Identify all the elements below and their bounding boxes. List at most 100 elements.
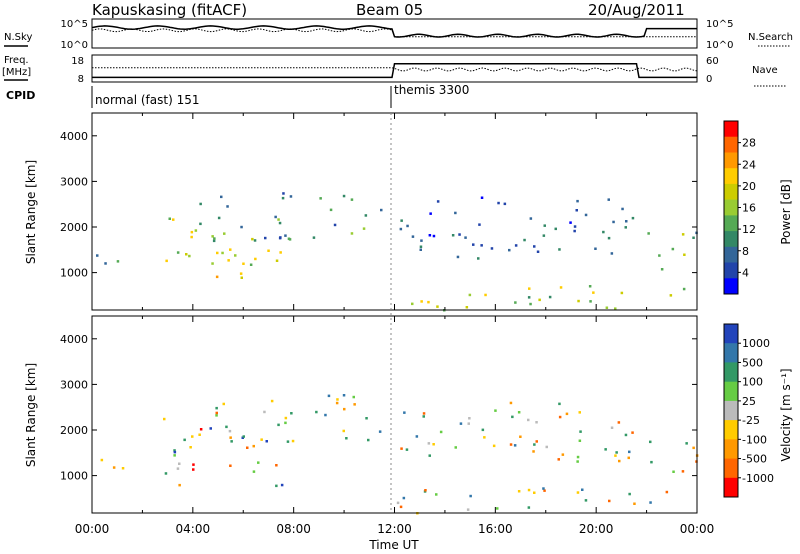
- echo-cell: [614, 307, 617, 310]
- echo-cell: [527, 418, 530, 422]
- echo-cell: [365, 417, 368, 420]
- velocity-panel: 1000 2000 3000 4000 00:00 04:00 08:00 12:00 16:…: [24, 315, 793, 552]
- echo-cell: [650, 460, 653, 464]
- echo-cell: [436, 200, 440, 203]
- echo-cell: [213, 237, 216, 240]
- echo-cell: [399, 227, 403, 231]
- echo-cell: [212, 239, 216, 243]
- echo-cell: [190, 235, 193, 239]
- echo-cell: [342, 394, 346, 397]
- echo-cell: [542, 487, 545, 490]
- noise-panel-frame: [91, 18, 698, 49]
- echo-cell: [194, 229, 198, 232]
- power-colorbar: 28 24 20 16 12 8 4: [723, 120, 756, 295]
- colorbar-segment: [724, 262, 738, 279]
- echo-cell: [192, 468, 195, 471]
- echo-cell: [584, 499, 588, 502]
- colorbar-segment: [724, 381, 738, 402]
- echo-cell: [199, 428, 203, 431]
- y-tick-label: 1000: [60, 267, 88, 280]
- echo-cell: [176, 467, 180, 470]
- nave-tick-bottom: 0: [706, 74, 712, 85]
- echo-cell: [608, 499, 611, 503]
- echo-cell: [100, 458, 104, 462]
- echo-cell: [513, 444, 517, 447]
- echo-cell: [671, 247, 675, 251]
- colorbar-segment: [724, 324, 738, 344]
- colorbar-segment: [724, 121, 738, 138]
- echo-cell: [362, 227, 366, 230]
- echo-cell: [422, 412, 426, 415]
- echo-cell: [588, 285, 592, 288]
- echo-cell: [527, 296, 531, 299]
- echo-cell: [432, 443, 435, 446]
- echo-cell: [240, 276, 243, 279]
- echo-cell: [573, 225, 577, 228]
- echo-cell: [576, 460, 579, 463]
- echo-cell: [215, 275, 219, 279]
- echo-cell: [396, 501, 400, 505]
- echo-cell: [267, 249, 270, 252]
- echo-cell: [246, 446, 249, 449]
- echo-cell: [436, 305, 439, 308]
- echo-cell: [230, 440, 233, 443]
- echo-cell: [278, 221, 282, 225]
- echo-cell: [529, 302, 532, 306]
- echo-cell: [492, 444, 496, 448]
- echo-cell: [427, 442, 431, 445]
- echo-cell: [172, 218, 175, 221]
- echo-cell: [649, 440, 652, 444]
- echo-cell: [242, 435, 245, 438]
- echo-cell: [315, 410, 318, 414]
- echo-cell: [503, 202, 507, 206]
- echo-cell: [509, 443, 513, 446]
- echo-cell: [458, 233, 461, 236]
- echo-cell: [215, 414, 218, 417]
- echo-cell: [378, 430, 382, 433]
- echo-cell: [617, 421, 621, 424]
- echo-cell: [260, 438, 263, 441]
- echo-cell: [350, 198, 354, 201]
- echo-cell: [216, 251, 219, 255]
- echo-cell: [565, 412, 569, 416]
- echo-cell: [509, 401, 513, 405]
- echo-cell: [558, 415, 562, 419]
- echo-cell: [602, 230, 605, 234]
- echo-cell: [464, 236, 467, 239]
- date-title: 20/Aug/2011: [588, 1, 685, 19]
- colorbar-segment: [724, 136, 738, 153]
- echo-cell: [612, 220, 615, 224]
- echo-cell: [333, 223, 337, 227]
- colorbar-tick-label: 500: [742, 356, 763, 369]
- power-panel: 1000 2000 3000 4000 Slant Range [km] 28 24 20…: [24, 112, 793, 312]
- noise-tick-right-bottom: 10^0: [706, 40, 733, 51]
- echo-cell: [424, 489, 427, 492]
- echo-cell: [240, 225, 243, 229]
- echo-cell: [511, 415, 514, 419]
- echo-cell: [628, 450, 631, 454]
- velocity-x-axis: 00:00 04:00 08:00 12:00 16:00 20:00 00:00: [75, 316, 714, 536]
- colorbar-tick-label: 1000: [742, 337, 770, 350]
- echo-cell: [429, 212, 432, 215]
- echo-cell: [275, 259, 279, 262]
- echo-cell: [578, 411, 581, 414]
- echo-cell: [215, 411, 218, 415]
- echo-cell: [228, 429, 232, 433]
- noise-search-line: [91, 28, 697, 38]
- echo-cell: [480, 196, 484, 199]
- nsky-label: N.Sky: [4, 32, 32, 43]
- echo-cell: [282, 192, 285, 195]
- echo-cell: [468, 293, 472, 297]
- colorbar-tick-label: 8: [742, 245, 749, 258]
- echo-cell: [329, 208, 333, 212]
- colorbar-tick-label: -25: [742, 414, 760, 427]
- colorbar-segment: [724, 231, 738, 248]
- echo-cell: [533, 245, 536, 248]
- y-tick-label: 1000: [60, 470, 88, 483]
- echo-cell: [519, 435, 522, 438]
- echo-cell: [576, 491, 580, 494]
- freq-label: Freq.: [4, 55, 29, 66]
- power-echo-cells: [96, 192, 698, 312]
- noise-sky-line: [91, 25, 697, 38]
- echo-cell: [542, 234, 546, 237]
